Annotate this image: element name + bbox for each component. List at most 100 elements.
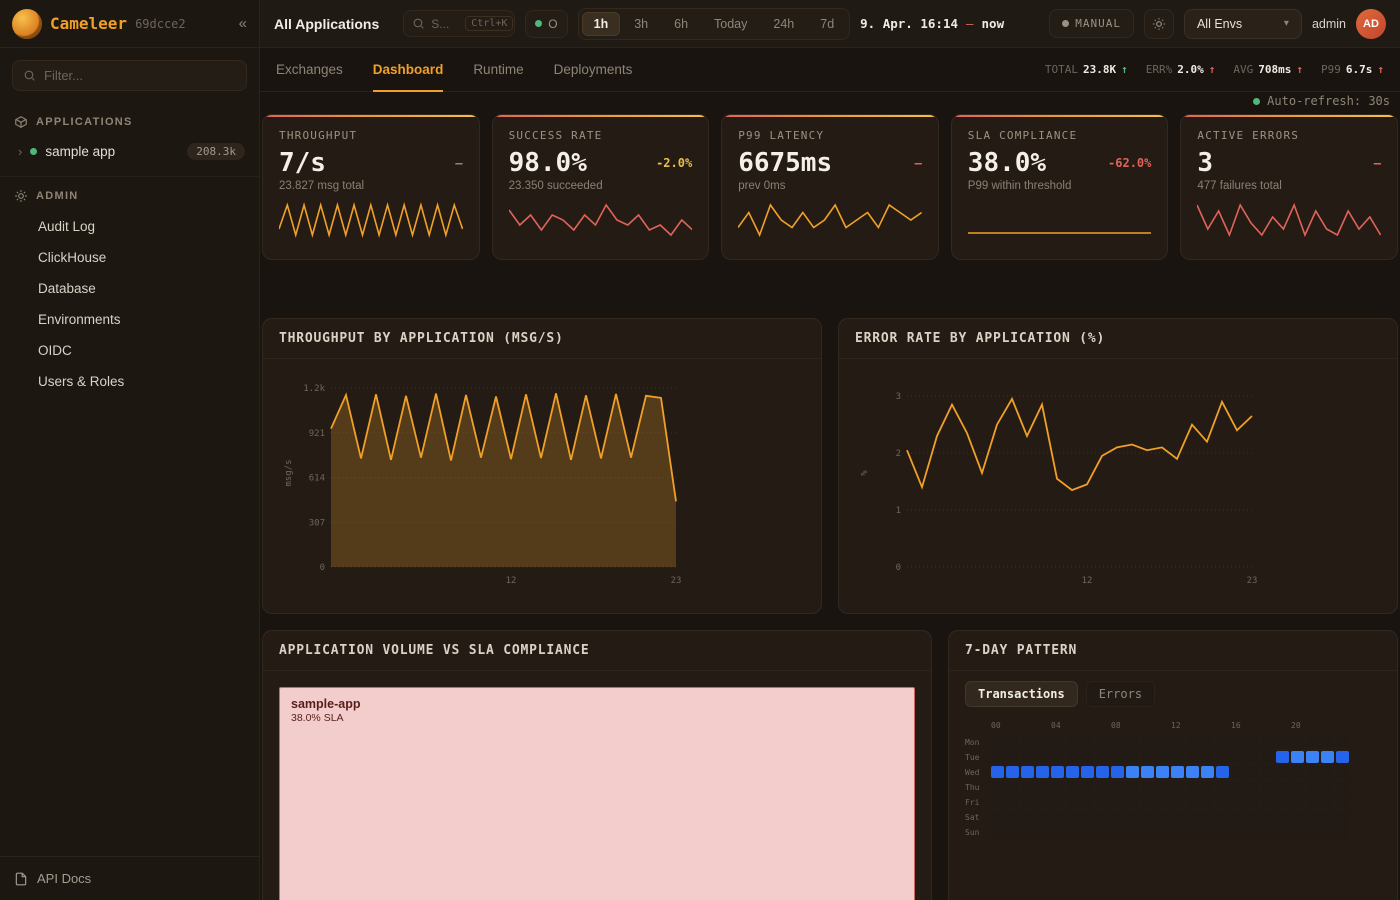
heatmap-cell[interactable]	[1201, 796, 1214, 808]
heatmap-cell[interactable]	[1291, 751, 1304, 763]
heatmap-cell[interactable]	[1216, 766, 1229, 778]
heatmap-cell[interactable]	[991, 751, 1004, 763]
heatmap-cell[interactable]	[1321, 811, 1334, 823]
heatmap-cell[interactable]	[1126, 751, 1139, 763]
heatmap-cell[interactable]	[1171, 796, 1184, 808]
heatmap-cell[interactable]	[1321, 796, 1334, 808]
heatmap-cell[interactable]	[1066, 751, 1079, 763]
api-docs-link[interactable]: API Docs	[37, 871, 91, 886]
heatmap-cell[interactable]	[1081, 781, 1094, 793]
heatmap-cell[interactable]	[1036, 781, 1049, 793]
heatmap-cell[interactable]	[1276, 736, 1289, 748]
heatmap-cell[interactable]	[1156, 751, 1169, 763]
heatmap-cell[interactable]	[1096, 826, 1109, 838]
heatmap-cell[interactable]	[991, 811, 1004, 823]
tab-exchanges[interactable]: Exchanges	[276, 48, 343, 91]
heatmap-cell[interactable]	[1051, 766, 1064, 778]
heatmap-cell[interactable]	[1051, 751, 1064, 763]
heatmap-cell[interactable]	[1231, 826, 1244, 838]
heatmap-cell[interactable]	[1276, 796, 1289, 808]
heatmap-cell[interactable]	[1096, 781, 1109, 793]
heatmap-cell[interactable]	[1246, 796, 1259, 808]
heatmap-cell[interactable]	[1246, 811, 1259, 823]
heatmap-cell[interactable]	[1051, 796, 1064, 808]
heatmap-cell[interactable]	[1126, 766, 1139, 778]
heatmap-cell[interactable]	[1291, 781, 1304, 793]
heatmap-cell[interactable]	[1336, 811, 1349, 823]
heatmap-cell[interactable]	[1306, 766, 1319, 778]
heatmap-cell[interactable]	[1006, 826, 1019, 838]
heatmap-cell[interactable]	[1261, 811, 1274, 823]
heatmap-cell[interactable]	[1246, 766, 1259, 778]
heatmap-cell[interactable]	[1141, 811, 1154, 823]
heatmap-cell[interactable]	[1231, 811, 1244, 823]
heatmap-cell[interactable]	[1066, 826, 1079, 838]
heatmap-cell[interactable]	[1306, 811, 1319, 823]
sidebar-item-environments[interactable]: Environments	[0, 304, 259, 335]
heatmap-cell[interactable]	[1126, 736, 1139, 748]
heatmap-cell[interactable]	[1156, 796, 1169, 808]
heatmap-cell[interactable]	[1021, 766, 1034, 778]
sidebar-item-sample-app[interactable]: › sample app 208.3k	[0, 137, 259, 166]
heatmap-cell[interactable]	[1006, 766, 1019, 778]
heatmap-cell[interactable]	[1261, 781, 1274, 793]
heatmap-cell[interactable]	[1171, 751, 1184, 763]
heatmap-cell[interactable]	[1111, 781, 1124, 793]
search-input[interactable]	[431, 17, 459, 31]
heatmap-cell[interactable]	[1141, 796, 1154, 808]
heatmap-cell[interactable]	[1036, 736, 1049, 748]
time-range-7d[interactable]: 7d	[808, 12, 846, 36]
heatmap-cell[interactable]	[1261, 766, 1274, 778]
heatmap-cell[interactable]	[1291, 766, 1304, 778]
heatmap-cell[interactable]	[1336, 736, 1349, 748]
heatmap-cell[interactable]	[1321, 826, 1334, 838]
avatar[interactable]: AD	[1356, 9, 1386, 39]
heatmap-cell[interactable]	[1231, 751, 1244, 763]
heatmap-cell[interactable]	[1036, 796, 1049, 808]
heatmap-cell[interactable]	[1306, 751, 1319, 763]
heatmap-cell[interactable]	[1186, 826, 1199, 838]
heatmap-cell[interactable]	[1066, 796, 1079, 808]
heatmap-cell[interactable]	[1231, 736, 1244, 748]
heatmap-cell[interactable]	[1021, 751, 1034, 763]
heatmap-cell[interactable]	[1051, 736, 1064, 748]
heatmap-cell[interactable]	[1321, 766, 1334, 778]
sidebar-item-audit-log[interactable]: Audit Log	[0, 211, 259, 242]
heatmap-cell[interactable]	[1261, 826, 1274, 838]
heatmap-cell[interactable]	[991, 736, 1004, 748]
online-status-button[interactable]: O	[525, 10, 567, 38]
heatmap-cell[interactable]	[1306, 826, 1319, 838]
treemap-cell-sample-app[interactable]: sample-app38.0% SLA	[279, 687, 915, 900]
heatmap-cell[interactable]	[1261, 796, 1274, 808]
heatmap-cell[interactable]	[1006, 811, 1019, 823]
heatmap-cell[interactable]	[1141, 751, 1154, 763]
heatmap-cell[interactable]	[1321, 781, 1334, 793]
pattern-tab-errors[interactable]: Errors	[1086, 681, 1155, 707]
sidebar-item-database[interactable]: Database	[0, 273, 259, 304]
heatmap-cell[interactable]	[1201, 826, 1214, 838]
heatmap-cell[interactable]	[1156, 736, 1169, 748]
heatmap-cell[interactable]	[1081, 811, 1094, 823]
heatmap-cell[interactable]	[1006, 781, 1019, 793]
heatmap-cell[interactable]	[1126, 796, 1139, 808]
sidebar-footer[interactable]: API Docs	[0, 856, 259, 900]
heatmap-cell[interactable]	[1156, 826, 1169, 838]
heatmap-cell[interactable]	[1261, 751, 1274, 763]
heatmap-cell[interactable]	[1336, 826, 1349, 838]
global-search[interactable]: Ctrl+K	[403, 10, 515, 37]
heatmap-cell[interactable]	[1111, 796, 1124, 808]
heatmap-cell[interactable]	[1291, 796, 1304, 808]
heatmap-cell[interactable]	[1111, 811, 1124, 823]
heatmap-cell[interactable]	[1171, 766, 1184, 778]
heatmap-cell[interactable]	[1096, 796, 1109, 808]
heatmap-cell[interactable]	[1141, 766, 1154, 778]
heatmap-cell[interactable]	[1081, 751, 1094, 763]
heatmap-cell[interactable]	[991, 796, 1004, 808]
heatmap-cell[interactable]	[1066, 736, 1079, 748]
heatmap-cell[interactable]	[1081, 766, 1094, 778]
heatmap-cell[interactable]	[1276, 766, 1289, 778]
heatmap-cell[interactable]	[1201, 736, 1214, 748]
time-range-24h[interactable]: 24h	[761, 12, 806, 36]
heatmap-cell[interactable]	[1246, 826, 1259, 838]
heatmap-cell[interactable]	[1126, 781, 1139, 793]
